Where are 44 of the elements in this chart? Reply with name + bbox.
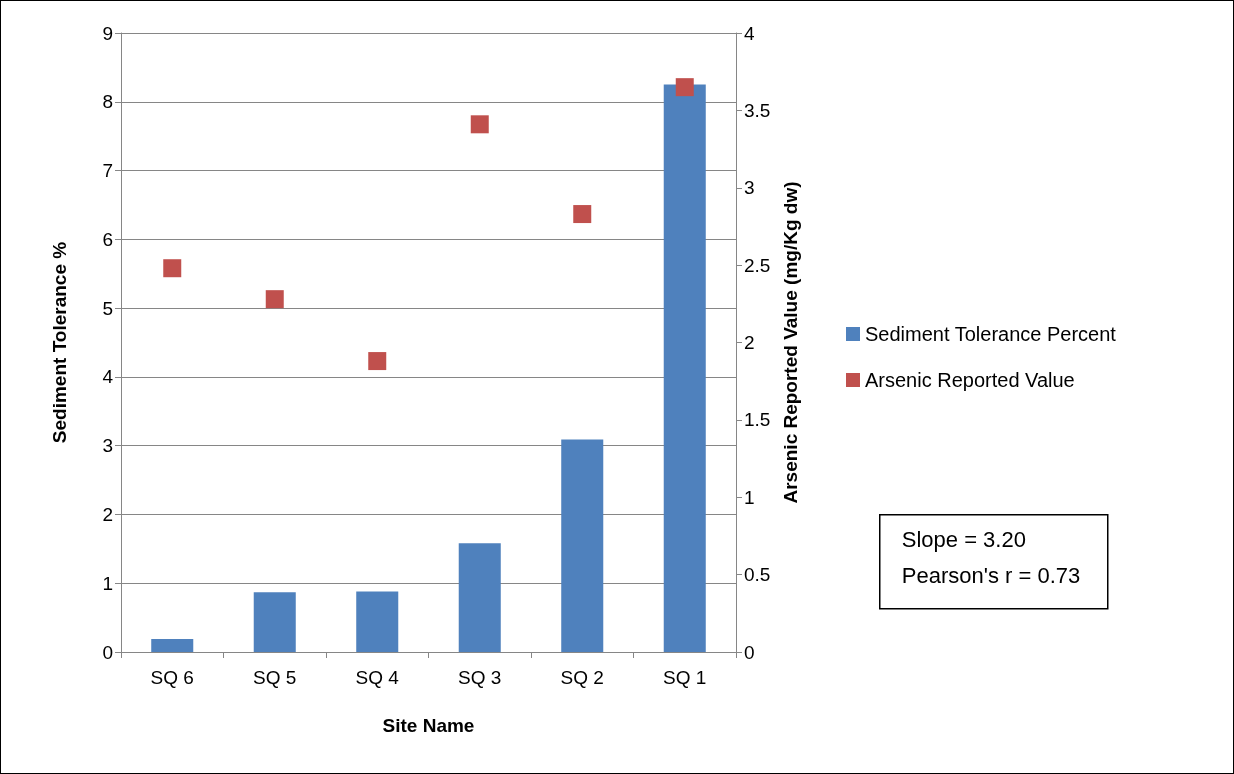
y-tick-label: 3 [102,435,113,457]
text: Pearson's r = 0.73 [901,563,1081,589]
point [265,290,284,309]
y2-tick-label: 2.5 [744,254,771,276]
bar [151,638,194,652]
bar [458,543,501,652]
x-tick-label: SQ 3 [458,667,502,688]
point [470,115,489,134]
y2-tick-label: 1 [744,486,755,508]
x-tick-label: SQ 2 [560,667,604,688]
y-tick-label: 0 [102,641,113,663]
x-tick-label: SQ 1 [663,667,707,688]
x-tick-label: SQ 4 [355,667,400,688]
x-tick-label: SQ 5 [253,667,297,688]
text: Slope = 3.20 [901,527,1026,553]
point [368,352,387,371]
bar [253,592,296,652]
y2-axis-title: Arsenic Reported Value (mg/Kg dw) [780,181,801,504]
y-tick-label: 7 [102,160,113,182]
y2-tick-label: 0 [744,641,755,663]
y-tick-label: 5 [102,297,113,319]
point [675,78,694,97]
y-tick-label: 6 [102,228,113,250]
y2-tick-label: 0.5 [744,564,771,586]
legend-label: Sediment Tolerance Percent [865,323,1117,345]
point [573,205,592,224]
bar [561,439,604,652]
y-tick-label: 4 [102,366,114,388]
point [163,259,182,278]
y-tick-label: 8 [102,91,113,113]
y-tick-label: 9 [102,22,113,44]
bar [663,84,706,652]
y2-tick-label: 1.5 [744,409,771,431]
bar [356,591,399,652]
y2-tick-label: 3 [744,177,755,199]
y-tick-label: 1 [102,572,113,594]
legend-label: Arsenic Reported Value [865,369,1075,391]
y2-tick-label: 2 [744,332,755,353]
y-axis-title: Sediment Tolerance % [49,241,70,444]
x-tick-label: SQ 6 [150,667,194,688]
y2-tick-label: 3.5 [744,99,771,121]
x-axis-title: Site Name [382,715,475,736]
y2-tick-label: 4 [744,22,755,44]
y-tick-label: 2 [102,503,113,525]
